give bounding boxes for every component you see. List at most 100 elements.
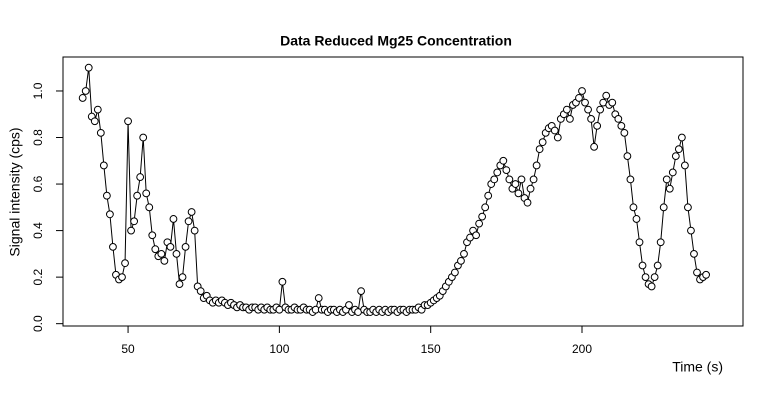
data-point (590, 142, 599, 151)
data-point (493, 168, 502, 177)
data-point (175, 280, 184, 289)
data-point (684, 203, 692, 212)
data-point (565, 114, 574, 123)
data-point (693, 268, 701, 277)
data-point (148, 231, 157, 240)
data-point (650, 273, 659, 282)
data-point (659, 203, 668, 212)
data-point (472, 231, 480, 240)
x-axis-title: Time (s) (672, 359, 723, 375)
data-point (178, 273, 187, 282)
data-point (656, 238, 665, 247)
y-tick-label: 0.8 (31, 129, 45, 146)
data-point (629, 203, 638, 212)
data-point (620, 128, 629, 137)
data-point (587, 114, 595, 123)
data-point (121, 259, 129, 268)
data-point (345, 301, 353, 309)
data-point (553, 133, 562, 142)
data-point (278, 277, 287, 286)
data-point (596, 105, 605, 114)
data-point (562, 105, 571, 114)
data-point (668, 168, 677, 177)
data-point (535, 145, 544, 154)
data-point (160, 256, 169, 265)
y-tick-label: 0.4 (31, 222, 45, 239)
data-point (505, 175, 514, 184)
data-point (106, 210, 114, 219)
data-point (99, 161, 108, 170)
data-point (96, 128, 105, 137)
data-point (136, 173, 145, 181)
data-point (523, 198, 532, 207)
data-point (626, 175, 635, 184)
data-point (602, 91, 611, 100)
data-point (575, 94, 583, 102)
data-point (680, 161, 689, 170)
data-point (124, 117, 132, 126)
y-tick-label: 0.6 (31, 175, 45, 192)
data-point (181, 242, 190, 251)
chart-title: Data Reduced Mg25 Concentration (280, 33, 512, 49)
data-point (460, 249, 468, 258)
data-point (665, 184, 674, 193)
data-point (130, 217, 139, 226)
y-axis-title: Signal intensity (cps) (7, 127, 23, 256)
data-point (511, 180, 520, 188)
data-point (151, 245, 160, 254)
data-point (490, 175, 499, 184)
data-point (102, 191, 111, 200)
data-point (84, 63, 93, 72)
data-point (90, 117, 99, 126)
data-point (118, 273, 126, 282)
data-point (184, 217, 193, 226)
data-point (475, 219, 484, 228)
data-point (196, 287, 205, 295)
data-point (632, 215, 641, 223)
data-point (687, 226, 695, 235)
data-point (581, 98, 589, 107)
data-point (166, 242, 175, 251)
data-point (526, 184, 535, 193)
data-point (647, 282, 656, 291)
data-point (133, 191, 142, 200)
data-point (638, 261, 647, 270)
data-point (608, 98, 617, 107)
y-tick-label: 0.2 (31, 268, 45, 285)
data-point (357, 287, 365, 295)
y-tick-label: 1.0 (31, 82, 45, 99)
data-point (617, 121, 626, 130)
data-point (532, 161, 541, 170)
plot-frame (62, 56, 744, 327)
data-point (109, 242, 117, 251)
data-point (593, 121, 602, 130)
data-point (502, 166, 511, 174)
y-tick-label: 0.0 (31, 315, 45, 332)
data-point (578, 87, 586, 95)
data-point (187, 208, 196, 216)
data-point (157, 249, 166, 258)
data-point (142, 189, 151, 198)
x-tick-label: 150 (421, 342, 441, 356)
data-point (538, 138, 547, 147)
x-tick-label: 100 (269, 342, 289, 356)
data-point (514, 189, 523, 198)
data-point (499, 156, 508, 165)
x-tick-label: 200 (572, 342, 592, 356)
data-point (457, 256, 465, 265)
data-point (690, 249, 698, 258)
data-point (451, 268, 459, 277)
data-point (623, 152, 632, 161)
data-point (484, 191, 493, 200)
data-point (314, 294, 323, 302)
data-point (169, 215, 178, 223)
data-point (674, 145, 683, 154)
data-point (662, 175, 671, 184)
data-point (172, 249, 181, 258)
data-point (139, 133, 148, 142)
data-point (677, 133, 686, 142)
data-point (635, 238, 644, 247)
data-point (145, 203, 154, 212)
x-tick-label: 50 (121, 342, 135, 356)
